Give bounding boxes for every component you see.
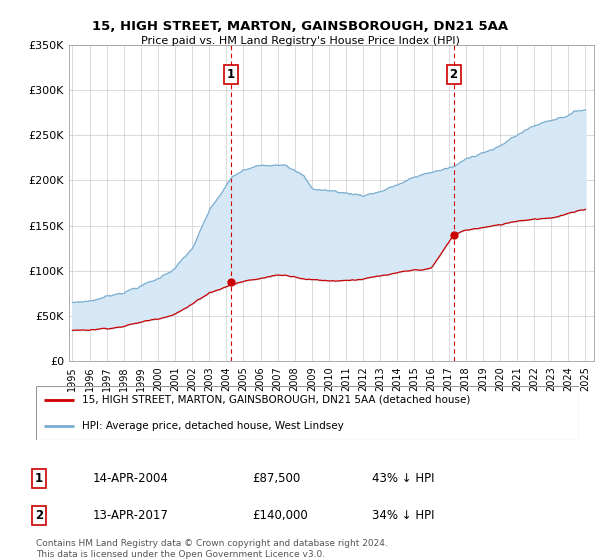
Text: Price paid vs. HM Land Registry's House Price Index (HPI): Price paid vs. HM Land Registry's House … <box>140 36 460 46</box>
Text: 34% ↓ HPI: 34% ↓ HPI <box>372 508 434 522</box>
Text: Contains HM Land Registry data © Crown copyright and database right 2024.: Contains HM Land Registry data © Crown c… <box>36 539 388 548</box>
Text: 14-APR-2004: 14-APR-2004 <box>93 472 169 486</box>
Text: 2: 2 <box>449 68 458 81</box>
Text: 15, HIGH STREET, MARTON, GAINSBOROUGH, DN21 5AA: 15, HIGH STREET, MARTON, GAINSBOROUGH, D… <box>92 20 508 32</box>
Text: 2: 2 <box>35 508 43 522</box>
Text: £140,000: £140,000 <box>252 508 308 522</box>
Text: 13-APR-2017: 13-APR-2017 <box>93 508 169 522</box>
Text: £87,500: £87,500 <box>252 472 300 486</box>
Text: 43% ↓ HPI: 43% ↓ HPI <box>372 472 434 486</box>
Text: 1: 1 <box>227 68 235 81</box>
Text: This data is licensed under the Open Government Licence v3.0.: This data is licensed under the Open Gov… <box>36 550 325 559</box>
Text: HPI: Average price, detached house, West Lindsey: HPI: Average price, detached house, West… <box>82 421 344 431</box>
Text: 15, HIGH STREET, MARTON, GAINSBOROUGH, DN21 5AA (detached house): 15, HIGH STREET, MARTON, GAINSBOROUGH, D… <box>82 395 470 405</box>
Text: 1: 1 <box>35 472 43 486</box>
